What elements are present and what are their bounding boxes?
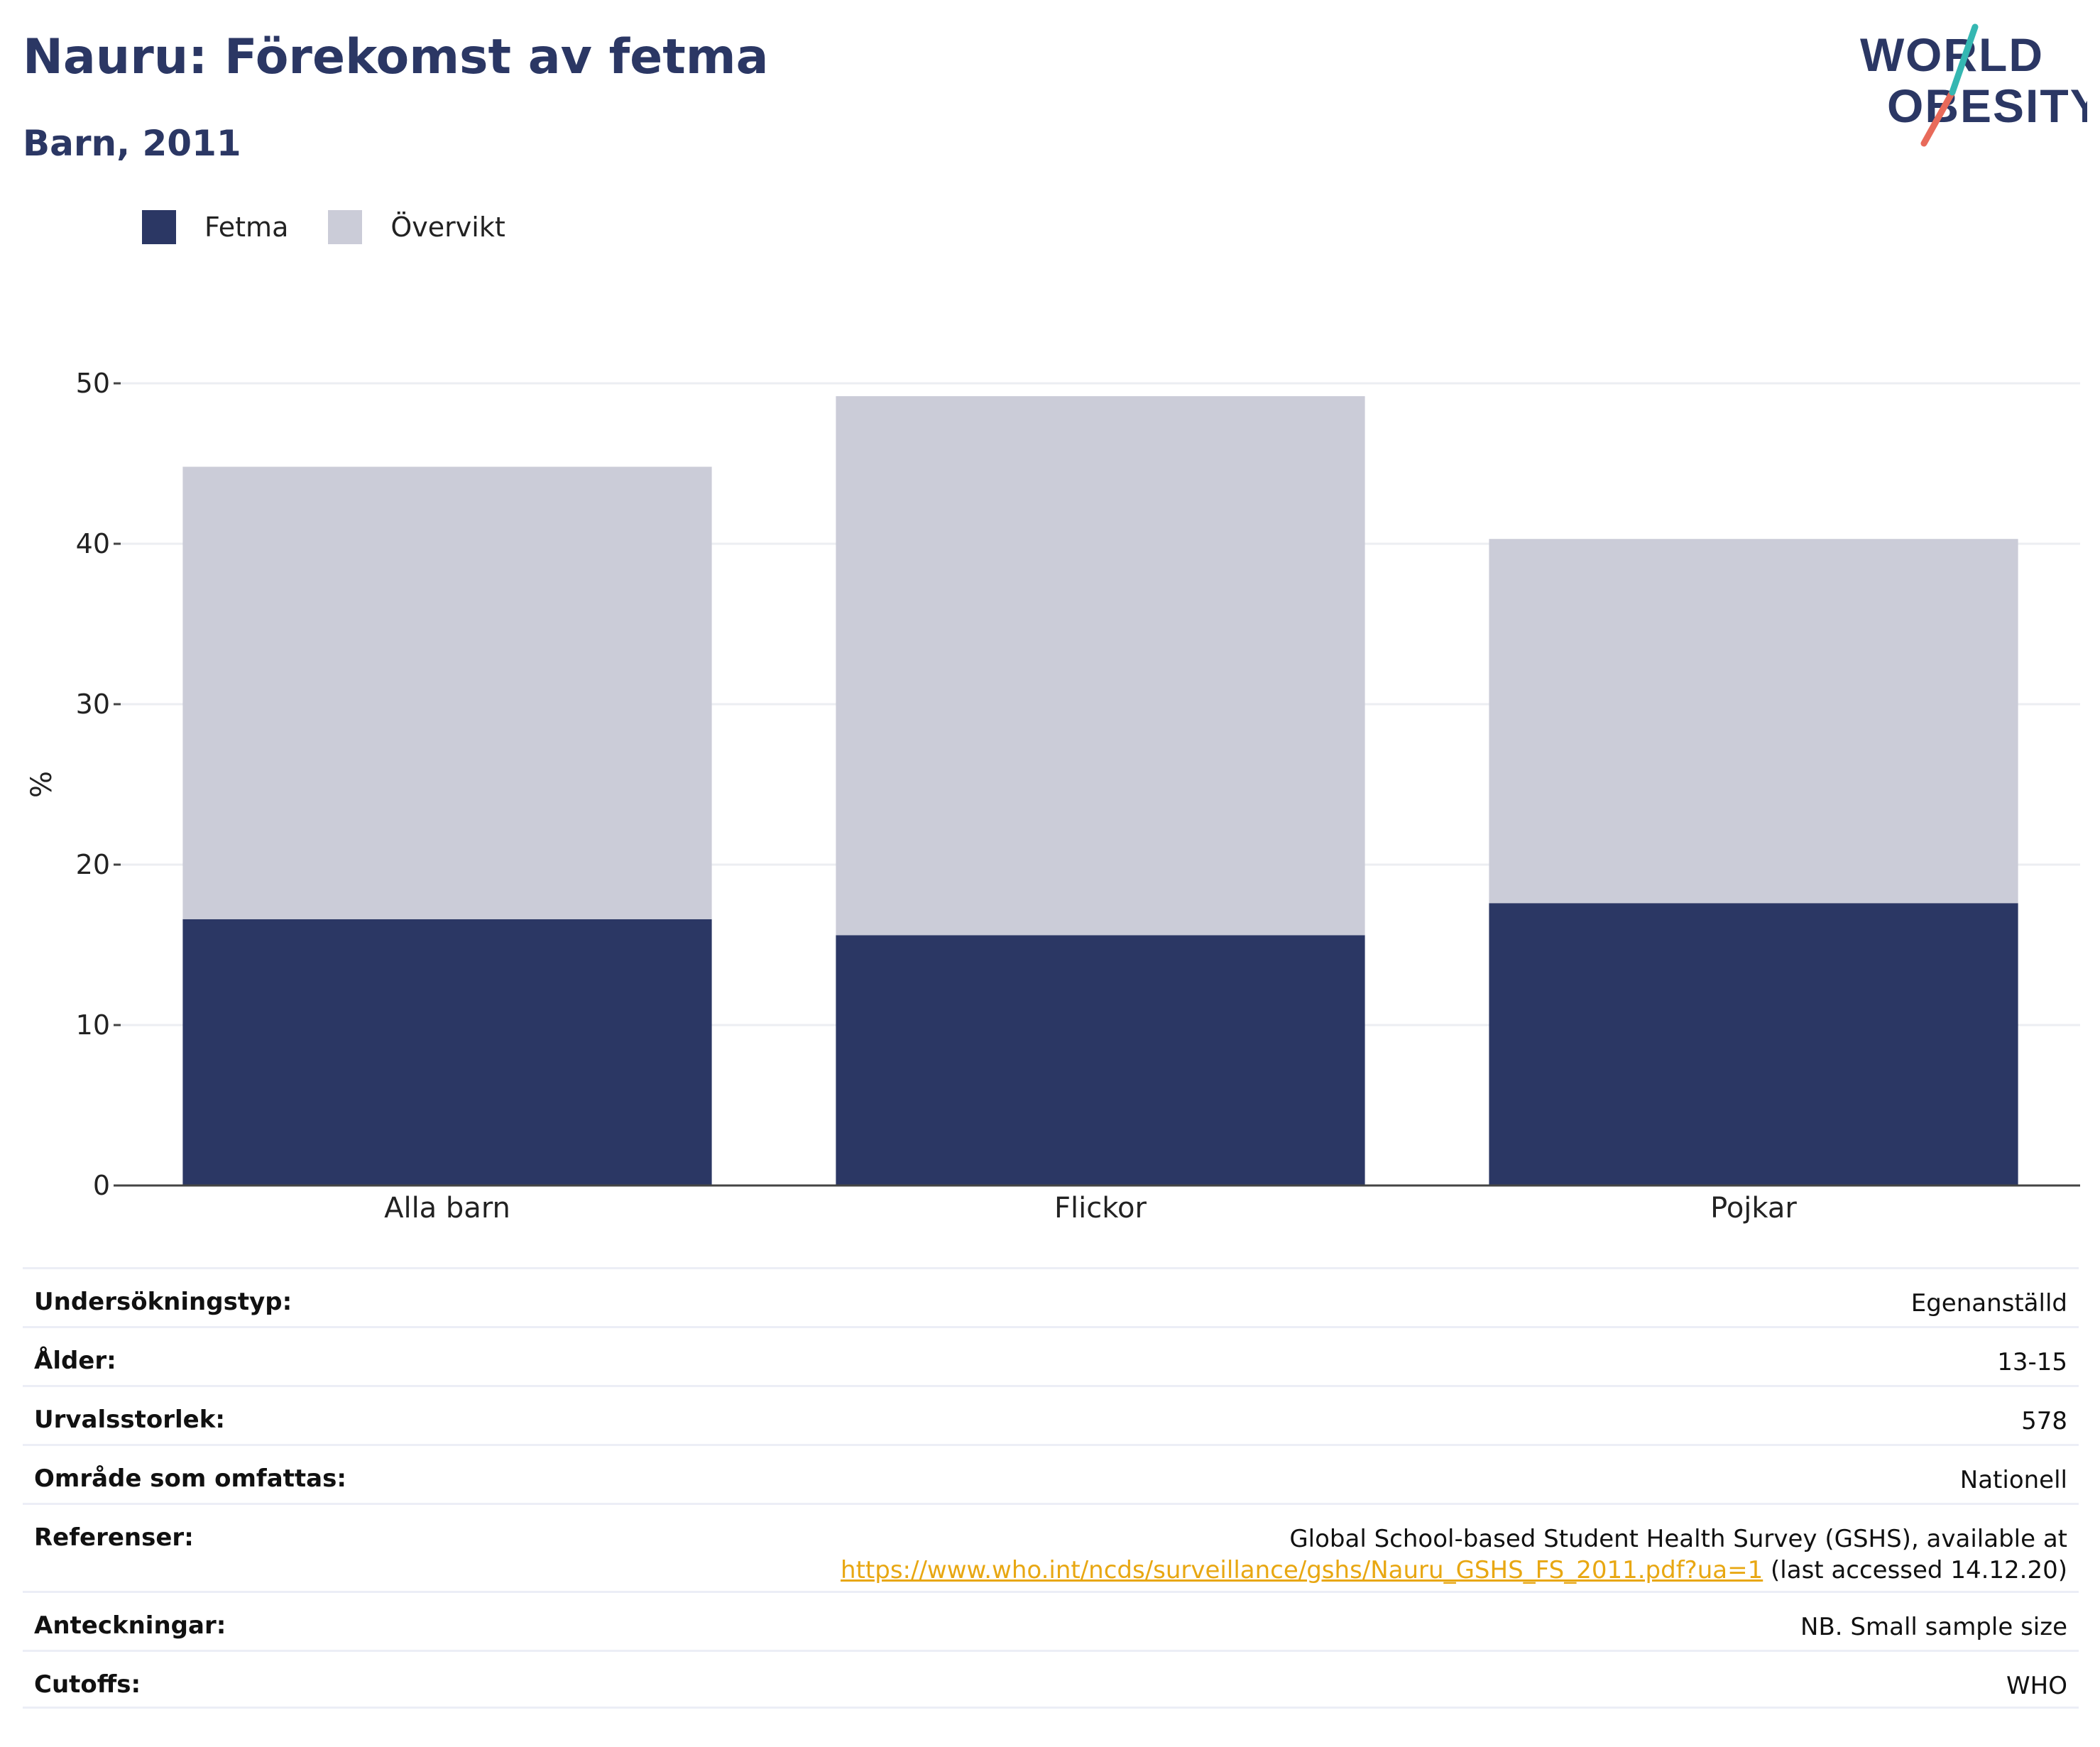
info-value: WHO — [2006, 1672, 2067, 1700]
info-row-cutoffs: Cutoffs: WHO — [23, 1650, 2079, 1709]
y-tick-label: 30 — [76, 689, 110, 720]
info-row-references: Referenser: Global School-based Student … — [23, 1503, 2079, 1591]
info-key: Urvalsstorlek: — [34, 1406, 225, 1434]
bar-overvikt — [836, 396, 1365, 936]
legend-label-fetma: Fetma — [204, 212, 289, 243]
info-value: 13-15 — [1997, 1348, 2067, 1376]
x-tick-label: Flickor — [1054, 1192, 1147, 1225]
reference-text: Global School-based Student Health Surve… — [1289, 1525, 2067, 1553]
legend-label-overvikt: Övervikt — [390, 212, 505, 243]
stacked-bar-chart: 0 10 20 30 40 50% Alla barn Flickor Pojkar — [26, 368, 2080, 1225]
info-row-sample-size: Urvalsstorlek: 578 — [23, 1385, 2079, 1444]
y-tick-label: 10 — [76, 1009, 110, 1041]
y-tick-label: 50 — [76, 368, 110, 399]
bar-fetma — [836, 935, 1365, 1185]
bar-overvikt — [1489, 539, 2018, 904]
info-key: Referenser: — [34, 1523, 194, 1552]
info-value: Nationell — [1959, 1466, 2067, 1494]
info-row-age: Ålder: 13-15 — [23, 1326, 2079, 1385]
chart-subtitle: Barn, 2011 — [23, 123, 241, 164]
info-key: Undersökningstyp: — [34, 1288, 292, 1316]
svg-text:W: W — [1860, 28, 1905, 81]
info-row-notes: Anteckningar: NB. Small sample size — [23, 1591, 2079, 1650]
y-tick-label: 40 — [76, 528, 110, 559]
info-key: Ålder: — [34, 1347, 116, 1375]
legend-swatch-overvikt — [328, 210, 363, 244]
bar-overvikt — [182, 466, 712, 919]
reference-accessed: (last accessed 14.12.20) — [1763, 1556, 2067, 1585]
x-tick-label: Alla barn — [384, 1192, 510, 1225]
reference-link[interactable]: https://www.who.int/ncds/surveillance/gs… — [841, 1556, 1763, 1585]
info-key: Område som omfattas: — [34, 1464, 346, 1493]
svg-text:OBESITY: OBESITY — [1887, 80, 2087, 132]
chart-legend: Fetma Övervikt — [142, 210, 545, 244]
chart-title: Nauru: Förekomst av fetma — [23, 29, 769, 85]
info-row-area: Område som omfattas: Nationell — [23, 1444, 2079, 1503]
world-obesity-logo: W ORLD OBESITY — [1860, 23, 2087, 147]
bar-fetma — [182, 919, 712, 1185]
bar-fetma — [1489, 903, 2018, 1185]
info-row-survey-type: Undersökningstyp: Egenanställd — [23, 1267, 2079, 1326]
y-tick-label: 20 — [76, 849, 110, 880]
info-key: Cutoffs: — [34, 1670, 141, 1699]
legend-swatch-fetma — [142, 210, 176, 244]
y-axis-label: % — [26, 771, 58, 798]
info-value: 578 — [2021, 1407, 2067, 1435]
info-key: Anteckningar: — [34, 1611, 226, 1640]
info-value: NB. Small sample size — [1800, 1613, 2067, 1641]
survey-info-table: Undersökningstyp: Egenanställd Ålder: 13… — [23, 1267, 2079, 1709]
legend-item-fetma[interactable]: Fetma — [142, 210, 288, 244]
info-value: Egenanställd — [1910, 1289, 2067, 1318]
info-value-references: Global School-based Student Health Surve… — [841, 1523, 2067, 1586]
y-tick-label: 0 — [93, 1170, 110, 1201]
legend-item-overvikt[interactable]: Övervikt — [328, 210, 505, 244]
x-tick-label: Pojkar — [1710, 1192, 1797, 1225]
